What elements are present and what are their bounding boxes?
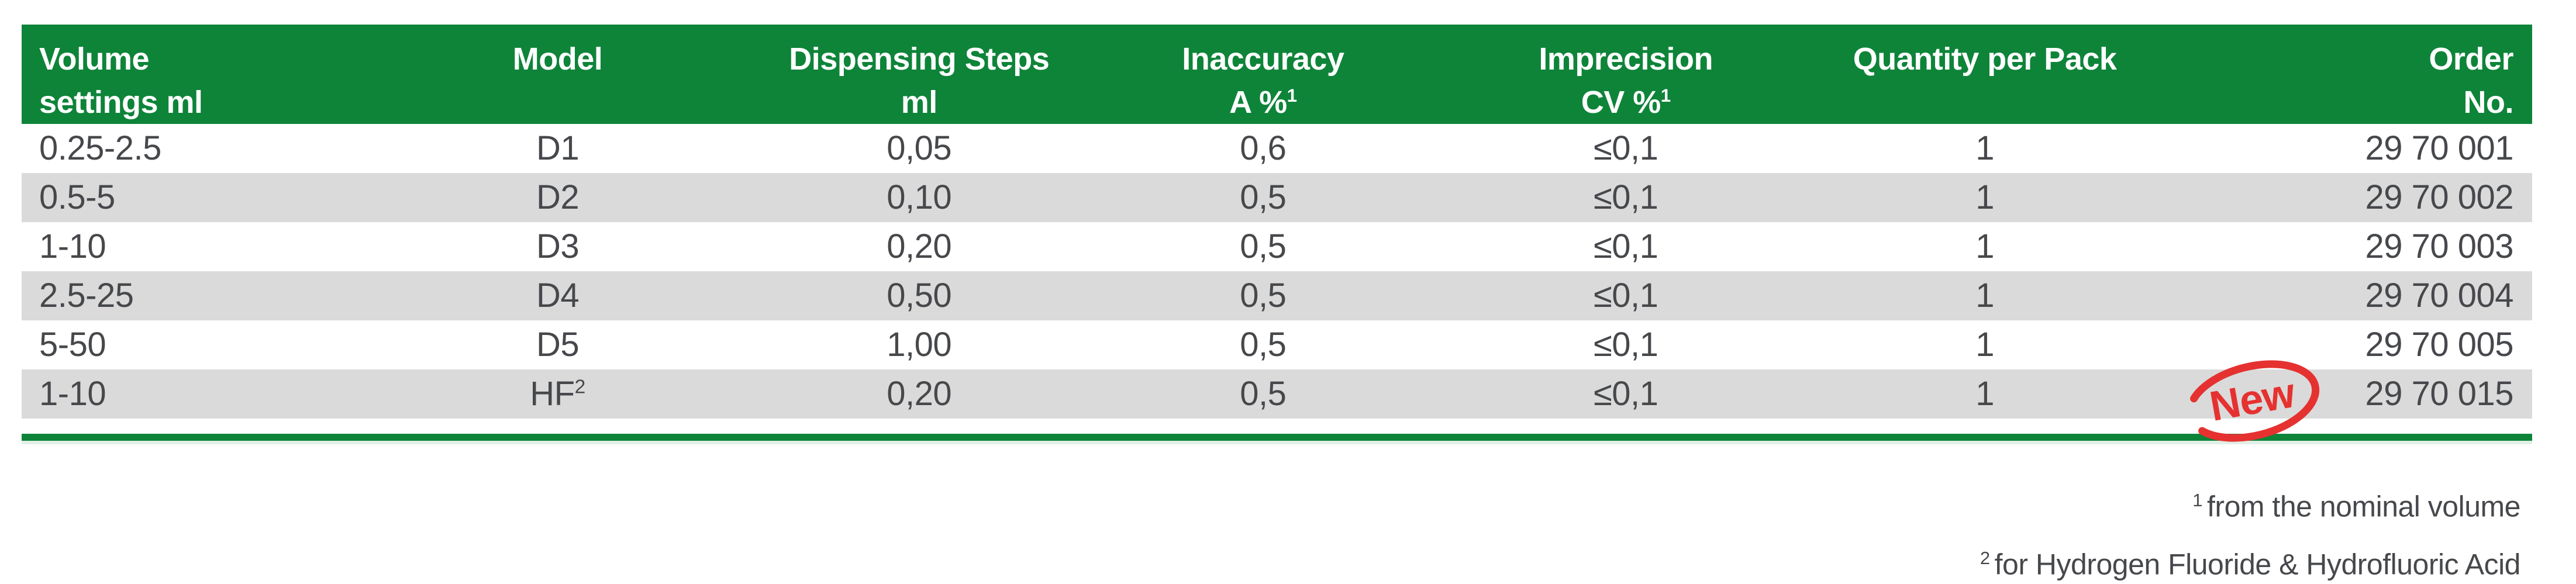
cell-volume: 5-50 — [39, 326, 106, 364]
cell-qty: 1 — [1975, 178, 1994, 216]
cell-qty: 1 — [1975, 227, 1994, 265]
cell-model: HF2 — [530, 375, 585, 413]
col-header-inaccuracy: Inaccuracy A %1 — [1096, 25, 1430, 124]
col-header-model: Model — [373, 25, 742, 124]
cell-order-no: 29 70 001 — [2365, 129, 2513, 167]
cell-qty: 1 — [1975, 326, 1994, 364]
cell-imprecision: ≤0,1 — [1593, 375, 1658, 413]
col-header-line2: settings ml — [39, 85, 203, 120]
cell-volume: 1-10 — [39, 375, 106, 413]
cell-model: D2 — [536, 178, 580, 216]
col-header-line1: Volume — [39, 42, 150, 77]
cell-qty: 1 — [1975, 277, 1994, 315]
cell-inaccuracy: 0,6 — [1240, 129, 1287, 167]
cell-inaccuracy: 0,5 — [1240, 326, 1287, 364]
col-header-line1: Inaccuracy — [1182, 42, 1344, 77]
cell-steps: 0,50 — [887, 277, 952, 315]
cell-steps: 0,05 — [887, 129, 952, 167]
cell-imprecision: ≤0,1 — [1593, 326, 1658, 364]
cell-volume: 2.5-25 — [39, 277, 134, 315]
table-bottom-rule — [22, 434, 2532, 441]
col-header-line1: Dispensing Steps — [789, 42, 1050, 77]
table-row-d3: 1-10 D3 0,20 0,5 ≤0,1 1 29 70 003 — [22, 222, 2532, 271]
cell-model: D3 — [536, 227, 580, 265]
cell-inaccuracy: 0,5 — [1240, 375, 1287, 413]
cell-volume: 0.5-5 — [39, 178, 115, 216]
col-header-line2: No. — [2463, 85, 2513, 120]
col-header-order-no: Order No. — [2148, 25, 2532, 124]
cell-volume: 1-10 — [39, 227, 106, 265]
spec-table-header-row: Volume settings ml Model Dispensing Step… — [22, 25, 2532, 124]
table-row-d4: 2.5-25 D4 0,50 0,5 ≤0,1 1 29 70 004 — [22, 271, 2532, 320]
table-row-d5: 5-50 D5 1,00 0,5 ≤0,1 1 29 70 005 — [22, 320, 2532, 369]
col-header-line1: Model — [512, 42, 603, 77]
cell-inaccuracy: 0,5 — [1240, 178, 1287, 216]
col-header-line1: Imprecision — [1539, 42, 1713, 77]
cell-order-no: 29 70 015 — [2365, 375, 2513, 413]
col-header-dispensing-steps: Dispensing Steps ml — [742, 25, 1096, 124]
col-header-line2 — [1822, 83, 2148, 126]
table-row-d2: 0.5-5 D2 0,10 0,5 ≤0,1 1 29 70 002 — [22, 173, 2532, 222]
table-bottom-rule-halo — [22, 441, 2532, 444]
cell-steps: 0,10 — [887, 178, 952, 216]
cell-inaccuracy: 0,5 — [1240, 227, 1287, 265]
cell-order-no: 29 70 005 — [2365, 326, 2513, 364]
table-row-hf: 1-10 HF2 0,20 0,5 ≤0,1 1 29 70 015 — [22, 369, 2532, 419]
col-header-line2: CV %1 — [1581, 85, 1671, 120]
cell-steps: 0,20 — [887, 375, 952, 413]
cell-steps: 1,00 — [887, 326, 952, 364]
col-header-imprecision: Imprecision CV %1 — [1430, 25, 1822, 124]
col-header-quantity-per-pack: Quantity per Pack — [1822, 25, 2148, 124]
cell-imprecision: ≤0,1 — [1593, 129, 1658, 167]
cell-inaccuracy: 0,5 — [1240, 277, 1287, 315]
col-header-line2: A %1 — [1229, 85, 1297, 120]
cell-order-no: 29 70 004 — [2365, 277, 2513, 315]
col-header-line2: ml — [901, 85, 938, 120]
table-row-d1: 0.25-2.5 D1 0,05 0,6 ≤0,1 1 29 70 001 — [22, 124, 2532, 173]
footnote-nominal-volume: 1 from the nominal volume — [2192, 490, 2520, 523]
cell-order-no: 29 70 002 — [2365, 178, 2513, 216]
cell-imprecision: ≤0,1 — [1593, 277, 1658, 315]
col-header-line2 — [373, 83, 742, 126]
footnote-hydrofluoric-acid: 2 for Hydrogen Fluoride & Hydrofluoric Ac… — [1980, 547, 2521, 581]
table-bottom-gap — [22, 419, 2532, 434]
cell-qty: 1 — [1975, 129, 1994, 167]
cell-volume: 0.25-2.5 — [39, 129, 161, 167]
col-header-line1: Order — [2429, 42, 2513, 77]
col-header-volume-settings: Volume settings ml — [22, 25, 373, 124]
cell-model: D4 — [536, 277, 580, 315]
cell-steps: 0,20 — [887, 227, 952, 265]
cell-imprecision: ≤0,1 — [1593, 227, 1658, 265]
cell-order-no: 29 70 003 — [2365, 227, 2513, 265]
footnotes: 1 from the nominal volume 2 for Hydrogen F… — [1980, 475, 2521, 584]
dispenser-spec-table: Volume settings ml Model Dispensing Step… — [22, 25, 2532, 444]
col-header-line1: Quantity per Pack — [1853, 42, 2117, 77]
cell-model: D1 — [536, 129, 580, 167]
cell-model: D5 — [536, 326, 580, 364]
cell-imprecision: ≤0,1 — [1593, 178, 1658, 216]
cell-qty: 1 — [1975, 375, 1994, 413]
